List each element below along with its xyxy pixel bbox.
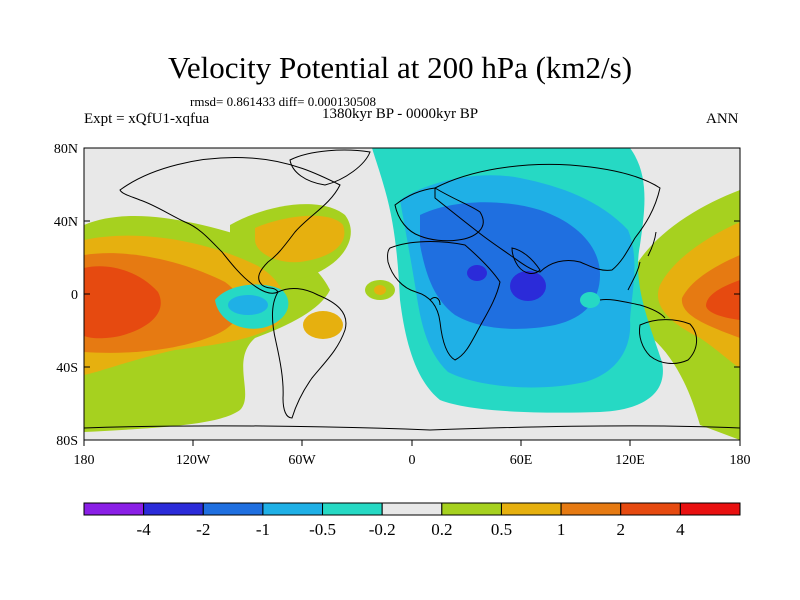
greenland-coast	[289, 149, 371, 186]
colorbar-swatch	[560, 502, 622, 516]
colorbar-label: 4	[676, 520, 685, 539]
period-label: 1380kyr BP - 0000kyr BP	[322, 106, 479, 122]
antarctica-coast	[84, 425, 740, 431]
contour-field	[84, 148, 740, 440]
lat-label: 0	[71, 288, 78, 303]
lon-label: 60E	[510, 453, 533, 468]
colorbar-label: -4	[137, 520, 152, 539]
colorbar-swatch	[262, 502, 324, 516]
lon-label: 180	[74, 453, 95, 468]
colorbar-swatch	[143, 502, 204, 516]
tick-marks	[83, 147, 741, 446]
colorbar-label: -0.2	[369, 520, 396, 539]
lat-label: 40N	[54, 215, 78, 230]
europe-coast	[394, 187, 484, 242]
colorbar-label: -1	[256, 520, 270, 539]
colorbar-label: 2	[616, 520, 625, 539]
lon-label: 180	[730, 453, 751, 468]
negative-contour-05	[228, 295, 268, 315]
figure-title: Velocity Potential at 200 hPa (km2/s)	[167, 50, 633, 85]
season-label: ANN	[706, 111, 739, 127]
colorbar-swatch	[500, 502, 562, 516]
negative-contour-02	[580, 292, 600, 308]
south-america-coast	[272, 287, 347, 419]
lon-label: 120E	[615, 453, 645, 468]
experiment-label: Expt = xQfU1-xqfua	[84, 111, 210, 127]
colorbar-label: 0.5	[491, 520, 512, 539]
negative-contour-1	[420, 202, 600, 329]
colorbar-label: -2	[196, 520, 210, 539]
colorbar-label: 1	[557, 520, 566, 539]
colorbar-swatch	[620, 502, 681, 516]
colorbar-swatch	[322, 502, 383, 516]
positive-contour-2	[706, 280, 740, 320]
negative-contour-2	[467, 265, 487, 281]
positive-contour-05	[303, 311, 343, 339]
positive-contour-2	[84, 266, 161, 339]
australia-coast	[639, 319, 697, 364]
colorbar-swatch	[381, 502, 443, 516]
colorbar-swatch	[441, 502, 502, 516]
colorbar: -4 -2 -1 -0.5 -0.2 0.2 0.5 1 2 4	[83, 502, 741, 539]
arabia-coast	[511, 247, 541, 274]
positive-contour-05	[255, 215, 345, 263]
lon-label: 120W	[176, 453, 211, 468]
rmsd-diff-stats: rmsd= 0.861433 diff= 0.000130508	[190, 94, 376, 109]
asia-coast	[434, 163, 661, 273]
madagascar-coast	[429, 297, 441, 306]
lat-label: 80N	[54, 142, 78, 157]
colorbar-label: 0.2	[431, 520, 452, 539]
lon-label: 0	[409, 453, 416, 468]
lat-label: 80S	[56, 434, 78, 449]
maritime-continent-coast	[599, 231, 666, 319]
africa-coast	[387, 241, 501, 361]
colorbar-swatch	[679, 502, 741, 516]
colorbar-swatch	[83, 502, 145, 516]
coastlines	[84, 149, 740, 431]
north-america-coast	[119, 157, 341, 294]
negative-contour-2	[510, 271, 546, 301]
positive-contour-05	[374, 285, 386, 295]
lon-label: 60W	[288, 453, 316, 468]
colorbar-swatch	[202, 502, 264, 516]
lat-label: 40S	[56, 361, 78, 376]
colorbar-label: -0.5	[309, 520, 336, 539]
